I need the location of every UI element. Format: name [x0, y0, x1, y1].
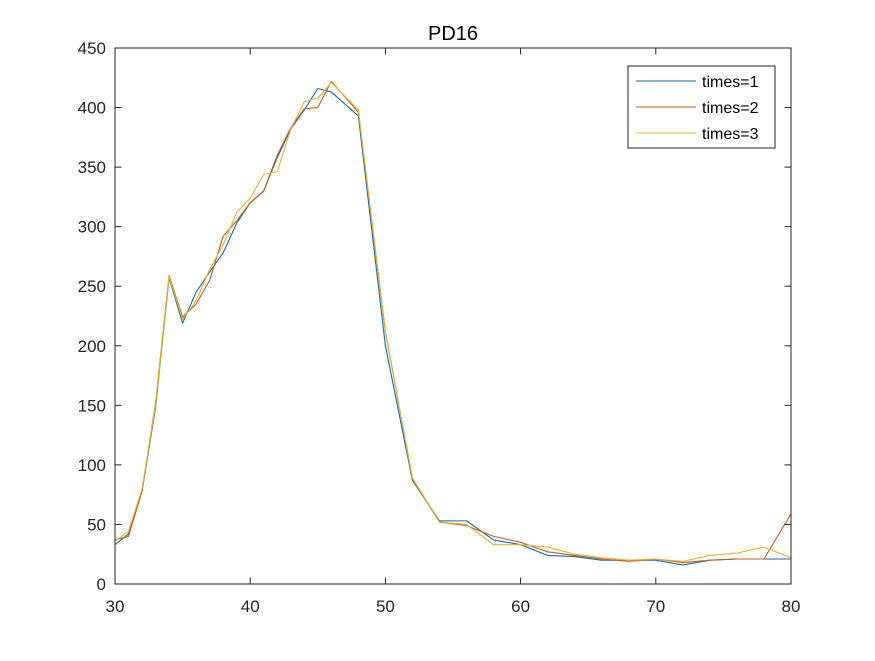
y-tick-label: 400: [78, 99, 106, 118]
y-tick-label: 0: [97, 575, 106, 594]
y-tick-label: 100: [78, 456, 106, 475]
axes-box: [114, 47, 792, 585]
chart-title: PD16: [428, 23, 478, 45]
y-tick-label: 200: [78, 337, 106, 356]
x-tick-label: 40: [241, 597, 260, 616]
series-layer: [114, 80, 792, 566]
legend-label-times-3: times=3: [702, 126, 759, 143]
y-tick-label: 150: [78, 396, 106, 415]
tick-layer: 30 40 50 60 70 80 0 50 100 150 200 250 300 350 400 450: [78, 39, 801, 616]
x-tick-label: 70: [646, 597, 665, 616]
y-tick-label: 300: [78, 218, 106, 237]
y-tick-label: 450: [78, 39, 106, 58]
series-line-times-3: [114, 81, 792, 562]
legend-label-times-1: times=1: [702, 74, 759, 91]
y-tick-label: 50: [87, 515, 106, 534]
x-tick-label: 50: [376, 597, 395, 616]
x-tick-label: 30: [106, 597, 125, 616]
legend: times=1 times=2 times=3: [627, 65, 776, 149]
y-tick-label: 350: [78, 158, 106, 177]
y-tick-label: 250: [78, 277, 106, 296]
x-tick-label: 60: [511, 597, 530, 616]
legend-label-times-2: times=2: [702, 100, 759, 117]
x-tick-label: 80: [782, 597, 801, 616]
